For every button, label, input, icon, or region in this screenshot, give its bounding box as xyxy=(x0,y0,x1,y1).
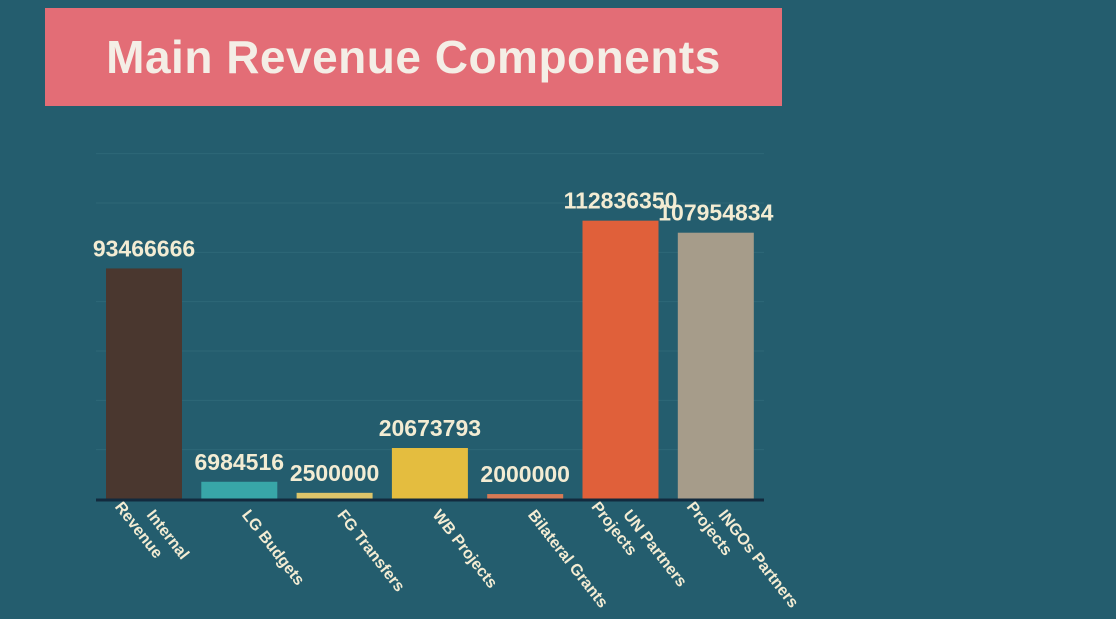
data-label: 6984516 xyxy=(195,449,285,475)
bar xyxy=(487,494,564,499)
data-label: 2000000 xyxy=(480,461,570,487)
x-tick-label-line: INGOs Partners xyxy=(715,507,802,611)
data-label: 93466666 xyxy=(93,235,195,261)
data-label: 2500000 xyxy=(290,460,380,486)
x-tick-label-line: WB Projects xyxy=(429,507,500,592)
chart-title: Main Revenue Components xyxy=(106,31,721,83)
data-label: 20673793 xyxy=(379,415,481,441)
x-tick-label-line: LG Budgets xyxy=(238,507,307,589)
x-tick-label-line: Bilateral Grants xyxy=(524,507,611,611)
x-tick-label: WB Projects xyxy=(429,507,500,592)
x-tick-label-line: FG Transfers xyxy=(333,507,407,595)
bar xyxy=(391,448,468,499)
bar xyxy=(582,220,659,499)
data-label: 107954834 xyxy=(658,200,773,226)
bar xyxy=(296,492,373,499)
x-tick-label: LG Budgets xyxy=(238,507,307,589)
x-tick-label: Bilateral Grants xyxy=(524,507,611,611)
bar xyxy=(201,481,278,499)
data-label: 112836350 xyxy=(564,188,678,214)
title-banner: Main Revenue Components xyxy=(45,8,782,106)
bar xyxy=(677,232,754,499)
bar xyxy=(106,268,182,499)
x-tick-label: FG Transfers xyxy=(333,507,407,595)
